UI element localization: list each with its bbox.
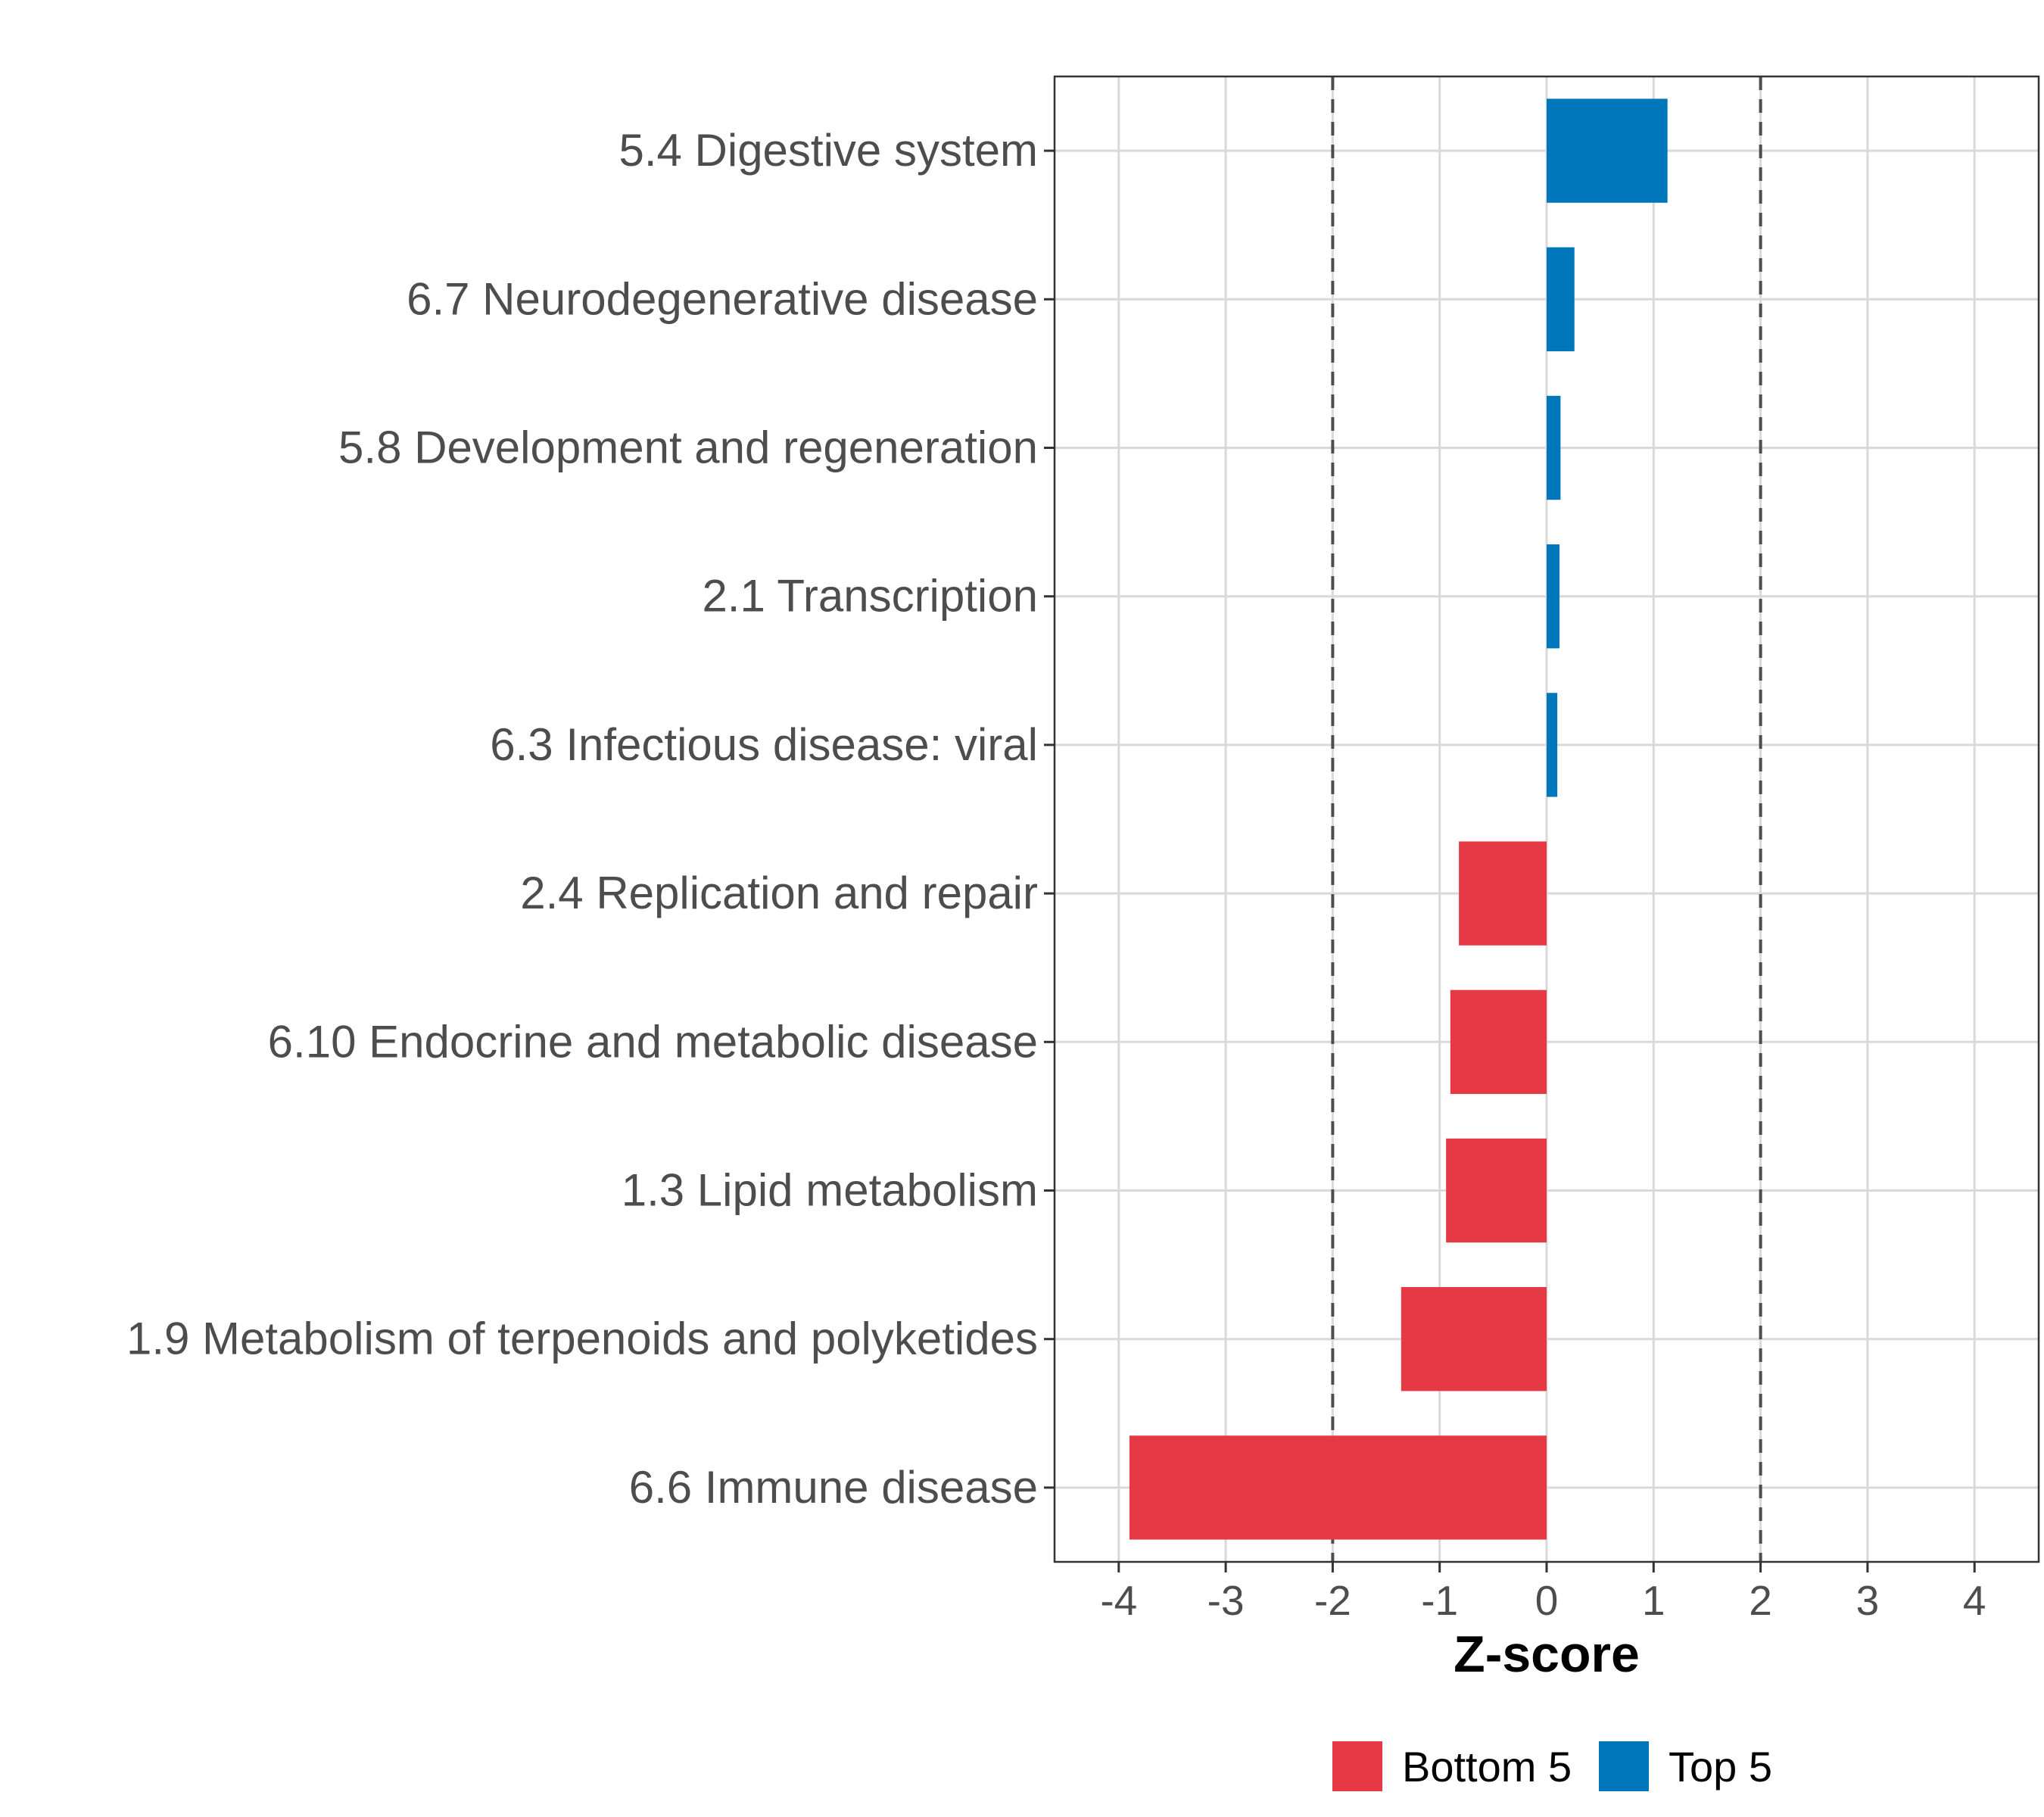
x-tick-label: 0	[1535, 1577, 1559, 1624]
bar	[1450, 990, 1547, 1094]
category-label: 5.4 Digestive system	[618, 125, 1038, 176]
legend-swatch	[1599, 1741, 1649, 1791]
x-tick-label: 1	[1642, 1577, 1665, 1624]
category-label: 2.1 Transcription	[702, 571, 1038, 622]
x-axis-ticks: -4 -3 -2 -1 0 1 2 3 4	[1100, 1562, 1986, 1624]
legend-label: Top 5	[1669, 1743, 1772, 1791]
bar	[1129, 1435, 1547, 1540]
bar	[1446, 1138, 1547, 1243]
x-tick-label: -1	[1421, 1577, 1458, 1624]
bar	[1547, 98, 1668, 203]
bar	[1547, 395, 1561, 500]
bars	[1129, 98, 1668, 1540]
category-label: 1.9 Metabolism of terpenoids and polyket…	[126, 1314, 1038, 1364]
reference-lines	[1331, 76, 1762, 1562]
bar	[1547, 247, 1575, 351]
x-tick-label: 3	[1856, 1577, 1880, 1624]
x-tick-label: -2	[1314, 1577, 1351, 1624]
x-tick-label: 4	[1963, 1577, 1986, 1624]
x-axis-title: Z-score	[1454, 1625, 1640, 1683]
bar	[1401, 1287, 1547, 1392]
category-label: 5.8 Development and regeneration	[338, 422, 1038, 473]
y-axis-ticks: 5.4 Digestive system 6.7 Neurodegenerativ…	[126, 125, 1055, 1513]
category-label: 6.3 Infectious disease: viral	[490, 719, 1038, 770]
legend-swatch	[1332, 1741, 1382, 1791]
category-label: 6.6 Immune disease	[629, 1462, 1038, 1513]
category-label: 2.4 Replication and repair	[520, 868, 1038, 918]
category-label: 6.10 Endocrine and metabolic disease	[268, 1016, 1038, 1067]
category-label: 1.3 Lipid metabolism	[622, 1165, 1038, 1216]
bar	[1547, 544, 1559, 649]
x-tick-label: -4	[1100, 1577, 1137, 1624]
x-tick-label: 2	[1749, 1577, 1772, 1624]
category-label: 6.7 Neurodegenerative disease	[407, 273, 1038, 324]
bar	[1547, 693, 1558, 797]
bar	[1459, 841, 1547, 946]
x-tick-label: -3	[1207, 1577, 1245, 1624]
legend-label: Bottom 5	[1402, 1743, 1572, 1791]
legend: Bottom 5 Top 5	[1332, 1741, 1772, 1791]
